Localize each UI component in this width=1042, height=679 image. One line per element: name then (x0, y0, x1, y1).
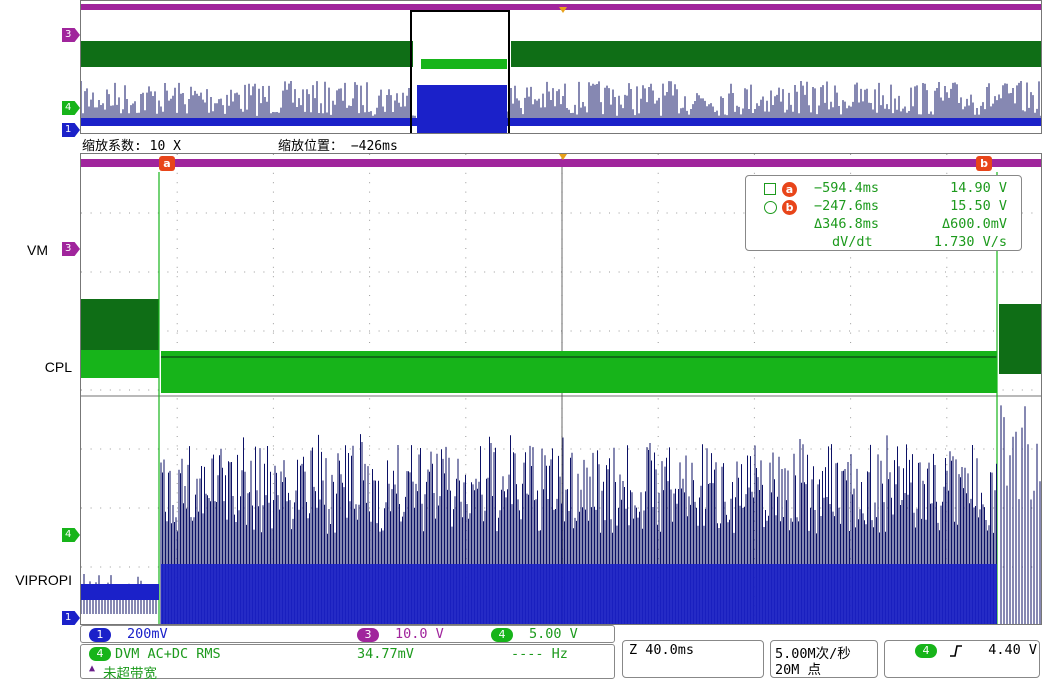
rising-edge-icon (950, 645, 962, 657)
channel-scale-bar: 1 200mV 3 10.0 V 4 5.00 V (80, 625, 615, 643)
trigger-box[interactable]: 4 4.40 V (884, 640, 1040, 678)
ch3-badge-label: 3 (364, 628, 372, 641)
ov-trigger-marker (559, 7, 567, 13)
ch1-level-marker[interactable]: 1 (62, 611, 80, 625)
ch4-noise-right (999, 304, 1041, 374)
measure-label: DVM AC+DC RMS (115, 646, 221, 662)
overview-ch1-marker-label: 1 (65, 124, 72, 135)
ch1-scale[interactable]: 200mV (127, 626, 168, 642)
ch1-badge-label: 1 (96, 628, 104, 641)
overview-waveforms (81, 4, 1041, 133)
record-length: 20M 点 (775, 662, 822, 678)
ch4-badge[interactable]: 4 (491, 628, 513, 642)
cursor-readout[interactable]: a −594.4ms 14.90 V b −247.6ms 15.50 V Δ3… (745, 175, 1022, 251)
label-vipropi: VIPROPI (15, 572, 72, 588)
zoom-info-bar: 缩放系数: 10 X 缩放位置： −426ms (80, 134, 1042, 154)
ch4-level-marker[interactable]: 4 (62, 528, 80, 542)
ov-ch1-block (417, 85, 507, 133)
zoom-scale-box[interactable]: Z 40.0ms (622, 640, 764, 678)
trigger-ch4-badge: 4 (915, 644, 937, 658)
ch4-band-left (81, 350, 159, 378)
readout-dvdt-value: 1.730 V/s (933, 234, 1007, 250)
ch3-scale[interactable]: 10.0 V (395, 626, 444, 642)
ch1-badge[interactable]: 1 (89, 628, 111, 642)
measurement-bar[interactable]: 4 DVM AC+DC RMS 34.77mV ---- Hz ▲ 未超带宽 (80, 644, 615, 679)
ch4-badge-label: 4 (498, 628, 506, 641)
trigger-level: 4.40 V (988, 642, 1037, 658)
ch1-noise-right (1000, 405, 1041, 624)
readout-b-value: 15.50 V (950, 198, 1007, 214)
readout-a-badge-label: a (785, 183, 794, 196)
ch3-trace (81, 159, 1041, 167)
measure-value: 34.77mV (357, 646, 414, 662)
ch1-level-marker-label: 1 (65, 612, 72, 623)
overview-ch1-marker[interactable]: 1 (62, 123, 80, 137)
main-waveforms (81, 154, 1041, 624)
readout-row-a: a −594.4ms 14.90 V (746, 180, 1021, 198)
readout-b-badge-label: b (785, 201, 794, 214)
ch1-band-left (81, 584, 159, 600)
cursor-a-flag[interactable]: a (159, 156, 175, 171)
ov-ch1-base (81, 118, 1041, 126)
cursor-b-flag-label: b (980, 157, 988, 170)
readout-delta-time: Δ346.8ms (814, 216, 880, 232)
readout-row-b: b −247.6ms 15.50 V (746, 198, 1021, 216)
readout-dvdt-label: dV/dt (832, 234, 873, 250)
sample-rate: 5.00M次/秒 (775, 646, 851, 662)
zoom-scale: Z 40.0ms (629, 642, 695, 658)
measure-ch4-badge-label: 4 (96, 647, 104, 660)
readout-row-dvdt: dV/dt 1.730 V/s (746, 234, 1021, 252)
ov-ch4-band-left (81, 41, 413, 67)
readout-b-time: −247.6ms (814, 198, 880, 214)
cursor-b-flag[interactable]: b (976, 156, 992, 171)
ch4-scale[interactable]: 5.00 V (529, 626, 578, 642)
ch3-level-marker[interactable]: 3 (62, 242, 80, 256)
readout-a-value: 14.90 V (950, 180, 1007, 196)
overview-ch3-marker-label: 3 (65, 29, 72, 40)
overview-window[interactable] (80, 0, 1042, 134)
ov-ch4-band-mid (421, 59, 507, 69)
zoom-position: 缩放位置： −426ms (278, 139, 398, 154)
label-vm: VM (27, 242, 48, 258)
measure-ch4-badge: 4 (89, 647, 111, 661)
readout-delta-value: Δ600.0mV (941, 216, 1007, 232)
ch1-base-main (161, 564, 997, 624)
ch3-badge[interactable]: 3 (357, 628, 379, 642)
label-cpl: CPL (44, 359, 72, 375)
overview-ch4-marker[interactable]: 4 (62, 101, 80, 115)
trigger-position-marker (559, 154, 567, 160)
cursor-b-badge: b (782, 200, 797, 215)
ch3-level-marker-label: 3 (65, 243, 72, 254)
cursor-a-badge: a (782, 182, 797, 197)
overview-ch4-marker-label: 4 (65, 102, 72, 113)
measure-freq: ---- Hz (511, 646, 568, 662)
zoom-factor: 缩放系数: 10 X (82, 139, 181, 154)
trigger-ch4-badge-label: 4 (922, 644, 930, 657)
overview-ch3-marker[interactable]: 3 (62, 28, 80, 42)
ch4-level-marker-label: 4 (65, 529, 72, 540)
square-icon (764, 183, 776, 195)
ch4-noise-left (81, 299, 159, 359)
acquisition-box[interactable]: 5.00M次/秒 20M 点 (770, 640, 878, 678)
triangle-up-icon: ▲ (89, 663, 96, 674)
circle-icon (764, 201, 777, 214)
ov-ch4-band-right (511, 41, 1041, 67)
readout-row-delta: Δ346.8ms Δ600.0mV (746, 216, 1021, 234)
bandwidth-status: 未超带宽 (103, 666, 157, 679)
main-graticule[interactable] (80, 153, 1042, 625)
readout-a-time: −594.4ms (814, 180, 880, 196)
ov-zoom-window (410, 10, 510, 133)
cursor-a-flag-label: a (163, 157, 171, 170)
